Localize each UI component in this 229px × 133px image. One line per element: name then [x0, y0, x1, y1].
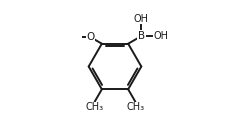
Text: OH: OH: [153, 31, 168, 41]
Text: OH: OH: [133, 14, 148, 24]
Text: CH₃: CH₃: [85, 102, 104, 112]
Text: CH₃: CH₃: [125, 102, 144, 112]
Text: methoxy: methoxy: [34, 32, 77, 42]
Text: O: O: [86, 32, 94, 42]
Text: B: B: [137, 31, 144, 41]
Text: methoxy: methoxy: [35, 32, 77, 42]
